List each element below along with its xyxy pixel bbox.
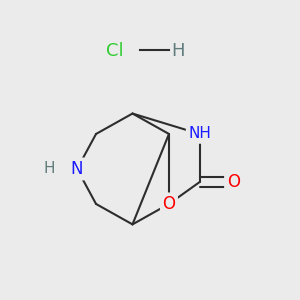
Text: H: H: [171, 42, 184, 60]
Text: NH: NH: [188, 127, 211, 142]
Text: O: O: [226, 173, 240, 191]
Text: Cl: Cl: [106, 42, 124, 60]
Text: N: N: [71, 160, 83, 178]
Text: O: O: [163, 195, 176, 213]
Text: H: H: [44, 161, 55, 176]
